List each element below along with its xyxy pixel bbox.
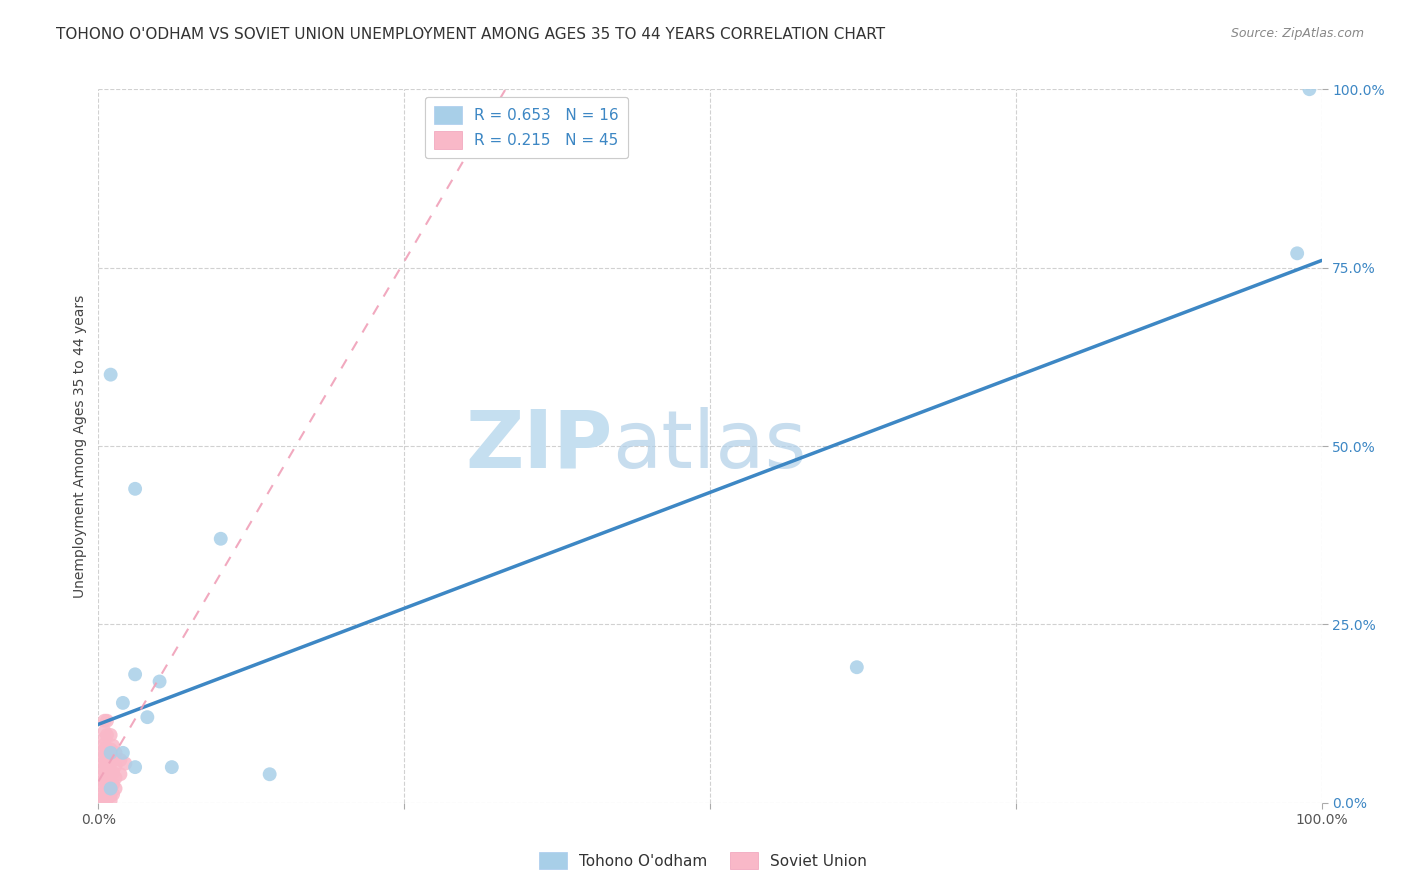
Point: [104, 746, 127, 760]
Point: [209, 532, 232, 546]
Point: [1286, 246, 1309, 260]
Point: [93, 794, 115, 808]
Point: [114, 756, 136, 771]
Point: [110, 753, 132, 767]
Point: [100, 728, 122, 742]
Point: [93, 747, 115, 762]
Point: [100, 756, 122, 771]
Legend: R = 0.653   N = 16, R = 0.215   N = 45: R = 0.653 N = 16, R = 0.215 N = 45: [425, 97, 628, 158]
Point: [259, 767, 281, 781]
Point: [104, 771, 127, 785]
Point: [93, 737, 115, 751]
Y-axis label: Unemployment Among Ages 35 to 44 years: Unemployment Among Ages 35 to 44 years: [73, 294, 87, 598]
Point: [100, 769, 122, 783]
Point: [101, 765, 124, 780]
Point: [149, 674, 172, 689]
Point: [93, 791, 115, 805]
Text: ZIP: ZIP: [465, 407, 612, 485]
Legend: Tohono O'odham, Soviet Union: Tohono O'odham, Soviet Union: [533, 846, 873, 875]
Point: [136, 710, 159, 724]
Point: [93, 764, 115, 779]
Point: [93, 756, 115, 770]
Point: [96, 728, 118, 742]
Text: TOHONO O'ODHAM VS SOVIET UNION UNEMPLOYMENT AMONG AGES 35 TO 44 YEARS CORRELATIO: TOHONO O'ODHAM VS SOVIET UNION UNEMPLOYM…: [56, 27, 886, 42]
Point: [93, 772, 115, 787]
Point: [101, 753, 124, 767]
Point: [93, 786, 115, 800]
Point: [124, 482, 146, 496]
Point: [93, 760, 115, 774]
Point: [96, 785, 118, 799]
Point: [96, 765, 118, 780]
Point: [160, 760, 183, 774]
Point: [96, 755, 118, 769]
Point: [100, 794, 122, 808]
Point: [93, 742, 115, 756]
Point: [104, 758, 127, 772]
Point: [96, 742, 118, 756]
Point: [100, 746, 122, 760]
Point: [124, 760, 146, 774]
Point: [93, 781, 115, 796]
Point: [93, 724, 115, 739]
Point: [845, 660, 868, 674]
Point: [110, 767, 132, 781]
Point: [100, 368, 122, 382]
Point: [100, 789, 122, 803]
Point: [96, 776, 118, 790]
Point: [93, 751, 115, 765]
Point: [96, 714, 118, 728]
Text: Source: ZipAtlas.com: Source: ZipAtlas.com: [1230, 27, 1364, 40]
Text: atlas: atlas: [612, 407, 807, 485]
Point: [101, 739, 124, 753]
Point: [93, 777, 115, 791]
Point: [111, 746, 134, 760]
Point: [104, 781, 127, 796]
Point: [101, 787, 124, 801]
Point: [100, 781, 122, 796]
Point: [93, 769, 115, 783]
Point: [1298, 82, 1320, 96]
Point: [93, 731, 115, 746]
Point: [100, 742, 122, 756]
Point: [96, 792, 118, 806]
Point: [111, 696, 134, 710]
Point: [100, 780, 122, 794]
Point: [93, 714, 115, 728]
Point: [93, 789, 115, 803]
Point: [124, 667, 146, 681]
Point: [101, 777, 124, 791]
